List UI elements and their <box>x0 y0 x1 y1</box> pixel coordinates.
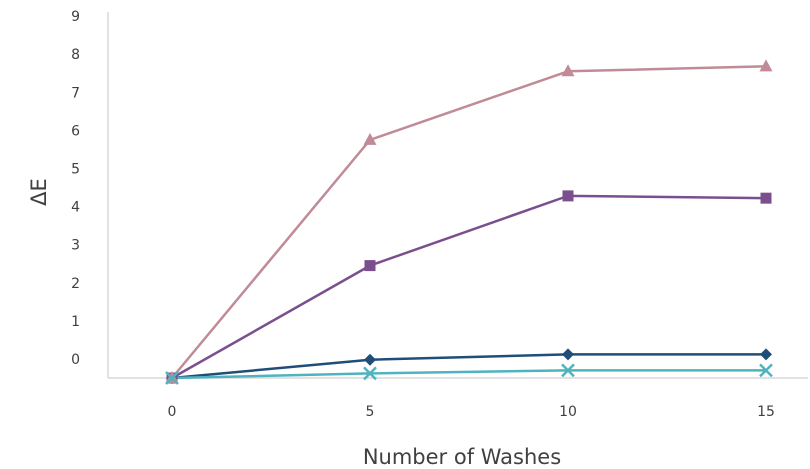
y-axis-title: ΔE <box>27 178 51 206</box>
data-point-diamond <box>760 348 772 361</box>
data-point-triangle <box>561 64 575 77</box>
data-point-square <box>760 192 772 204</box>
series-line-1 <box>171 353 766 380</box>
x-marker-stroke <box>363 366 377 381</box>
x-tick-label: 10 <box>559 404 577 420</box>
y-tick-label: 3 <box>71 238 80 254</box>
series-line-3 <box>171 65 767 379</box>
data-point-triangle <box>363 132 377 145</box>
data-point-x <box>165 371 179 385</box>
y-tick-label: 5 <box>71 161 80 177</box>
series-line-2 <box>171 194 767 380</box>
data-point-diamond <box>562 348 574 361</box>
x-marker-stroke <box>165 371 179 385</box>
y-tick-label: 0 <box>71 352 80 368</box>
y-tick-label: 1 <box>71 314 80 330</box>
data-point-x <box>363 366 377 381</box>
y-tick-label: 2 <box>71 276 80 292</box>
data-point-triangle <box>759 59 773 72</box>
y-tick-label: 9 <box>71 9 80 25</box>
series-line-4 <box>171 369 766 380</box>
x-marker-stroke <box>759 363 773 378</box>
data-point-x <box>561 363 575 378</box>
x-tick-label: 0 <box>168 404 177 420</box>
x-tick-label: 15 <box>757 404 775 420</box>
data-point-diamond <box>364 353 376 366</box>
y-tick-label: 4 <box>71 200 80 216</box>
data-point-x <box>759 363 773 378</box>
data-point-square <box>364 260 376 272</box>
x-tick-label: 5 <box>366 404 375 420</box>
x-marker-stroke <box>561 363 575 378</box>
y-tick-label: 8 <box>71 47 80 63</box>
x-axis-title: Number of Washes <box>363 445 561 469</box>
y-tick-label: 7 <box>71 85 80 101</box>
data-point-square <box>562 190 574 202</box>
y-tick-label: 6 <box>71 123 80 139</box>
